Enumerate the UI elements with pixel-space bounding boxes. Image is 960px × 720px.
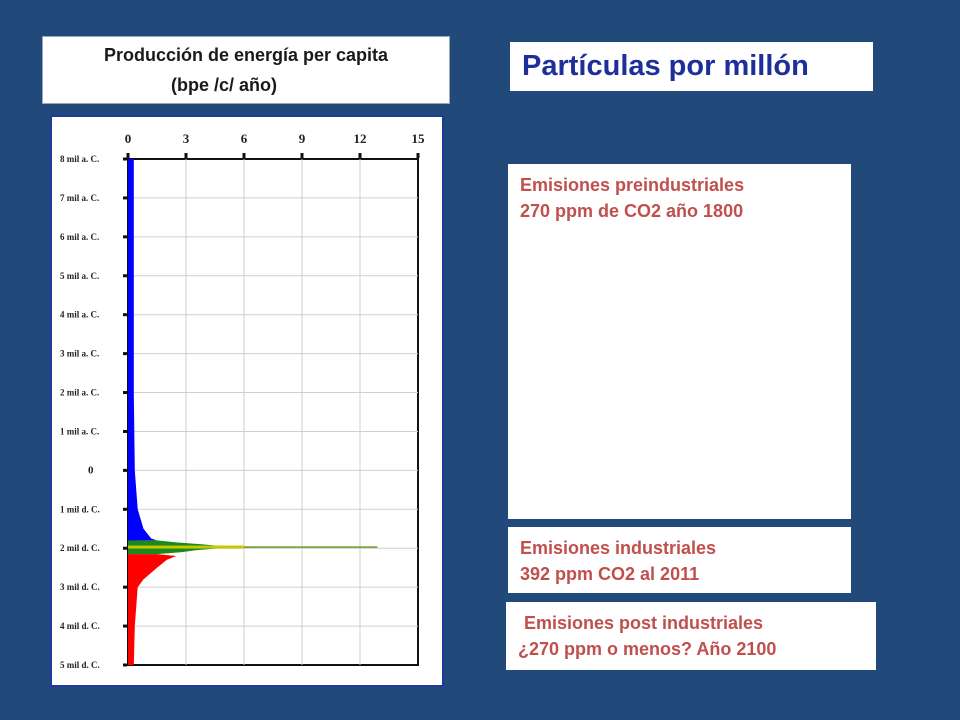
y-tick-mark — [123, 313, 127, 317]
industrial-box: Emisiones industriales 392 ppm CO2 al 20… — [508, 527, 851, 593]
y-tick-label: 3 mil d. C. — [60, 582, 100, 592]
x-tick-mark — [184, 153, 188, 158]
y-tick-mark — [123, 546, 127, 550]
x-tick-mark — [358, 153, 362, 158]
energy-title-box: Producción de energía per capita (bpe /c… — [42, 36, 450, 104]
y-tick-label: 6 mil a. C. — [60, 232, 99, 242]
y-tick-mark — [123, 624, 127, 628]
y-tick-label: 2 mil a. C. — [60, 388, 99, 398]
postindustrial-box: Emisiones post industriales ¿270 ppm o m… — [506, 602, 876, 670]
y-tick-label: 5 mil a. C. — [60, 271, 99, 281]
postindustrial-value: ¿270 ppm o menos? Año 2100 — [518, 639, 777, 659]
industrial-label: Emisiones industriales — [520, 538, 717, 558]
y-tick-mark — [123, 352, 127, 356]
energy-chart: 8 mil a. C. 7 mil a. C. 6 mil a. C. 5 mil a… — [50, 115, 444, 687]
postindustrial-label: Emisiones post industriales — [524, 613, 764, 633]
preindustrial-value: 270 ppm de CO2 año 1800 — [520, 201, 744, 221]
x-tick-mark — [242, 153, 246, 158]
y-tick-label: 1 mil a. C. — [60, 426, 99, 436]
preindustrial-box: Emisiones preindustriales 270 ppm de CO2… — [508, 164, 851, 519]
y-tick-label: 2 mil d. C. — [60, 543, 100, 553]
x-tick-mark — [126, 153, 130, 158]
x-tick-label: 6 — [241, 131, 248, 146]
energy-title: Producción de energía per capita — [103, 45, 389, 65]
y-tick-mark — [123, 468, 127, 472]
series-area-pre — [128, 159, 157, 541]
y-tick-mark — [123, 663, 127, 667]
x-tick-mark — [300, 153, 304, 158]
y-tick-label: 0 — [88, 464, 94, 476]
y-tick-label: 1 mil d. C. — [60, 504, 100, 514]
y-tick-label: 4 mil d. C. — [60, 621, 100, 631]
plot-area — [127, 158, 419, 666]
y-tick-label: 4 mil a. C. — [60, 310, 99, 320]
y-tick-label: 3 mil a. C. — [60, 349, 99, 359]
x-tick-label: 9 — [299, 131, 306, 146]
y-tick-mark — [123, 585, 127, 589]
y-tick-mark — [123, 391, 127, 395]
y-tick-label: 7 mil a. C. — [60, 193, 99, 203]
x-tick-label: 0 — [125, 131, 132, 146]
y-tick-mark — [123, 157, 127, 161]
x-tick-label: 12 — [354, 131, 367, 146]
y-tick-label: 5 mil d. C. — [60, 660, 100, 670]
y-tick-label: 8 mil a. C. — [60, 154, 99, 164]
y-tick-mark — [123, 196, 127, 200]
y-tick-mark — [123, 507, 127, 511]
energy-chart-svg: 8 mil a. C. 7 mil a. C. 6 mil a. C. 5 mil a… — [60, 131, 426, 670]
x-tick-mark — [416, 153, 420, 158]
series-band-peak — [128, 545, 244, 549]
x-tick-label: 3 — [183, 131, 190, 146]
ppm-title: Partículas por millón — [510, 42, 873, 91]
series-area-post — [128, 554, 177, 665]
y-tick-mark — [123, 429, 127, 433]
preindustrial-label: Emisiones preindustriales — [520, 175, 745, 195]
x-tick-label: 15 — [412, 131, 426, 146]
industrial-value: 392 ppm CO2 al 2011 — [520, 564, 700, 584]
energy-units: (bpe /c/ año) — [170, 75, 277, 95]
y-tick-mark — [123, 274, 127, 278]
y-tick-mark — [123, 235, 127, 239]
